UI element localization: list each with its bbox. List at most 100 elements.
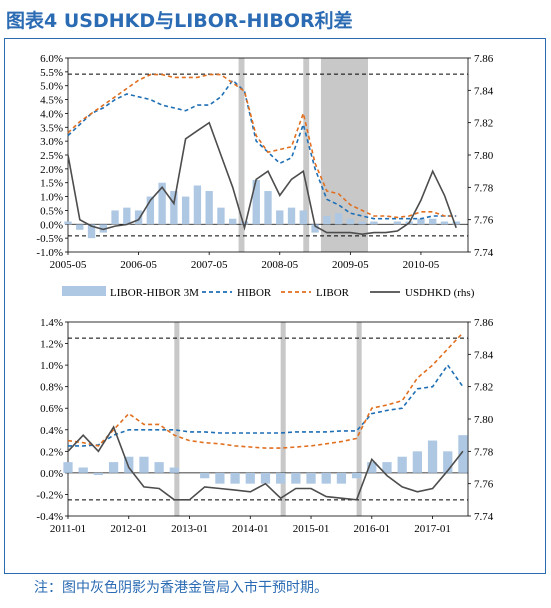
c1-spread-bar [299, 210, 307, 225]
c1-y-left-tick-label: 0.5% [40, 205, 63, 217]
legend-label-hibor: HIBOR [237, 287, 272, 299]
c1-y-right-tick-label: 7.84 [474, 85, 494, 97]
bottom-chart: -0.4% -0.2% 0.0% 0.2% 0.4% 0.6% 0.8% 1.0% 1.2% 1.… [36, 317, 494, 535]
c2-y-right-tick-label: 7.86 [474, 317, 494, 329]
c1-y-left-tick-label: 0.0% [40, 219, 63, 231]
c1-spread-bar [123, 207, 131, 225]
c1-spread-bar [229, 218, 237, 225]
c1-spread-bar [99, 224, 107, 233]
c1-spread-bar [311, 224, 319, 233]
legend-label-libor: LIBOR [316, 287, 349, 299]
c2-spread-bar [93, 472, 104, 476]
c2-spread-bar [412, 451, 422, 473]
c2-spread-bar [427, 440, 438, 473]
c2-y-left-tick-label: 0.2% [40, 446, 63, 458]
c1-spread-bar [170, 191, 178, 225]
c2-spread-bar [351, 472, 362, 479]
c2-y-left-tick-label: -0.4% [36, 511, 63, 523]
c2-shaded-period-2 [356, 322, 362, 516]
c1-y-left-tick-label: 2.5% [40, 150, 63, 162]
c2-spread-bar [306, 472, 316, 484]
c1-spread-bar [205, 191, 213, 225]
c1-spread-bar [370, 221, 378, 225]
c2-spread-bar [200, 472, 210, 479]
c1-y-left-tick-label: 6.0% [40, 53, 63, 65]
c1-y-left-tick-label: 3.5% [40, 122, 63, 134]
c1-spread-bar [134, 210, 143, 225]
c2-spread-bar [276, 472, 286, 484]
c2-y-left-tick-label: 1.2% [40, 339, 63, 351]
c1-spread-bar [217, 207, 225, 225]
c1-y-left-tick-label: 1.0% [40, 192, 63, 204]
c1-y-left-tick-label: 1.5% [40, 178, 63, 190]
c1-y-left-tick-label: 4.0% [40, 108, 63, 120]
c2-y-left-tick-label: 0.6% [40, 403, 63, 415]
title-bar: 图表4 USDHKD与LIBOR-HIBOR利差 [0, 0, 551, 36]
c2-x-tick-label: 2011-01 [50, 523, 86, 535]
footnote: 注：图中灰色阴影为香港金管局入市干预时期。 [34, 580, 328, 596]
c1-spread-bar [158, 182, 166, 225]
c1-x-tick-label: 2009-05 [332, 259, 369, 271]
c2-y-left-tick-label: 1.4% [40, 317, 63, 329]
c1-shaded-period-0 [238, 58, 245, 252]
c2-shaded-period-1 [280, 322, 286, 516]
c2-spread-bar [260, 472, 271, 484]
c1-spread-bar [346, 218, 355, 225]
c2-spread-bar [291, 472, 301, 484]
c1-libor-line [67, 73, 457, 219]
c2-spread-bar [321, 472, 331, 484]
c1-y-left-tick-label: 5.5% [40, 67, 63, 79]
c1-spread-bar [429, 218, 437, 225]
c2-y-left-tick-label: -0.2% [36, 489, 63, 501]
c1-y-left-tick-label: 5.0% [40, 81, 63, 93]
c1-spread-bar [417, 218, 425, 225]
c2-y-right-tick-label: 7.78 [474, 446, 494, 458]
c1-spread-bar [393, 221, 402, 225]
c2-spread-bar [397, 456, 407, 473]
c1-spread-bar [240, 221, 249, 225]
c1-spread-bar [87, 224, 96, 239]
c1-spread-bar [323, 215, 331, 225]
c1-spread-bar [452, 221, 460, 225]
c2-spread-bar [458, 435, 468, 473]
c2-y-right-tick-label: 7.76 [474, 479, 494, 491]
c2-x-tick-label: 2014-01 [232, 523, 269, 535]
c2-y-right-tick-label: 7.80 [474, 414, 494, 426]
c2-spread-bar [367, 462, 377, 473]
c2-spread-bar [230, 472, 240, 484]
c2-libor-line [67, 332, 464, 449]
c2-usdhkd-line [67, 425, 464, 501]
c1-spread-bar [193, 185, 202, 225]
c2-x-tick-label: 2016-01 [353, 523, 390, 535]
c1-y-right-tick-label: 7.80 [474, 150, 494, 162]
c1-y-left-tick-label: -1.0% [36, 247, 63, 259]
c1-spread-bar [181, 196, 190, 225]
chart-frame [4, 38, 546, 574]
c1-y-right-tick-label: 7.74 [474, 247, 494, 259]
figure-title: 图表4 USDHKD与LIBOR-HIBOR利差 [6, 10, 353, 32]
c1-hibor-line [67, 78, 457, 220]
c1-y-left-tick-label: 2.0% [40, 164, 63, 176]
c2-spread-bar [63, 462, 73, 473]
c2-spread-bar [245, 472, 255, 484]
c2-spread-bar [443, 451, 453, 473]
legend-label-spread: LIBOR-HIBOR 3M [110, 287, 199, 299]
c1-spread-bar [252, 179, 260, 225]
c1-x-tick-label: 2010-05 [403, 259, 440, 271]
c1-y-right-tick-label: 7.86 [474, 53, 494, 65]
c1-y-right-tick-label: 7.76 [474, 215, 494, 227]
legend-swatches [62, 286, 400, 296]
legend-label-usdhkd: USDHKD (rhs) [405, 287, 475, 299]
c2-y-right-tick-label: 7.84 [474, 349, 494, 361]
c1-x-tick-label: 2005-05 [50, 259, 87, 271]
c2-spread-bar [169, 467, 179, 473]
c2-spread-bar [124, 456, 134, 473]
c2-y-right-tick-label: 7.74 [474, 511, 494, 523]
c1-y-left-tick-label: -0.5% [36, 233, 63, 245]
c1-spread-bar [264, 191, 272, 225]
top-chart: -1.0% -0.5% 0.0% 0.5%1.0% 1.5% 2.0% 2.5% 3.0% 3.… [36, 53, 494, 271]
c1-spread-bar [287, 207, 296, 225]
c1-y-right-tick-label: 7.78 [474, 182, 494, 194]
c2-x-tick-label: 2013-01 [171, 523, 208, 535]
